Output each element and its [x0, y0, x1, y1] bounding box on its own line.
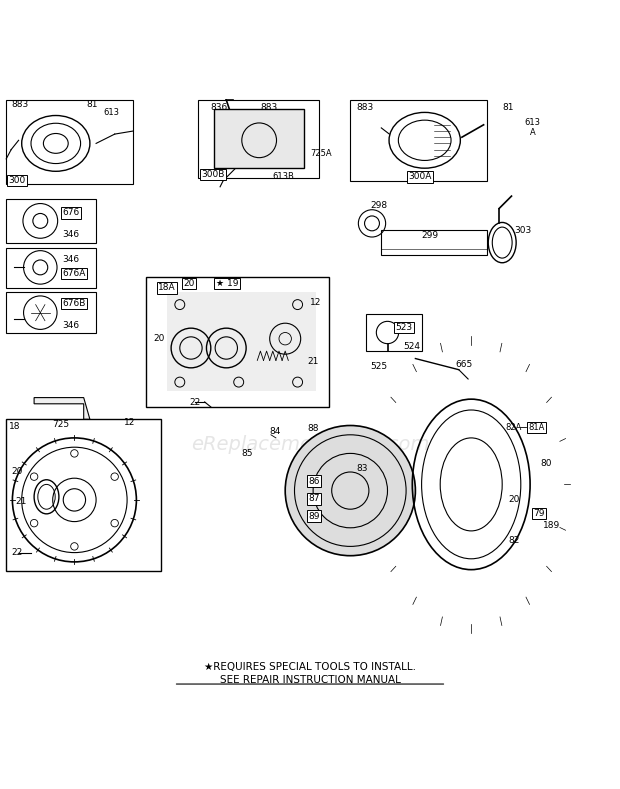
Bar — [198, 100, 319, 178]
Bar — [6, 292, 96, 332]
Bar — [350, 100, 487, 181]
Text: 883: 883 — [260, 103, 278, 112]
Text: 88: 88 — [307, 424, 319, 433]
Text: 81A: 81A — [528, 423, 544, 432]
Text: SEE REPAIR INSTRUCTION MANUAL: SEE REPAIR INSTRUCTION MANUAL — [219, 675, 401, 685]
Text: 20: 20 — [11, 468, 22, 477]
Text: 189: 189 — [542, 522, 560, 530]
Text: 22: 22 — [11, 548, 22, 557]
Text: 82A: 82A — [505, 423, 521, 432]
Text: 87: 87 — [308, 494, 320, 503]
Text: ★ 19: ★ 19 — [216, 279, 238, 288]
Bar — [146, 277, 329, 407]
Text: 20: 20 — [154, 335, 165, 343]
Text: 524: 524 — [403, 342, 420, 350]
Text: 85: 85 — [242, 449, 254, 458]
Text: 725A: 725A — [310, 149, 332, 159]
Text: 613: 613 — [524, 118, 540, 128]
Text: 300B: 300B — [202, 170, 225, 179]
Bar — [6, 199, 96, 242]
Text: 22: 22 — [189, 398, 200, 407]
Text: 12: 12 — [124, 418, 135, 427]
Text: 883: 883 — [11, 100, 29, 110]
Text: 300A: 300A — [408, 172, 432, 181]
Text: 20: 20 — [183, 279, 194, 288]
Text: 86: 86 — [308, 477, 320, 486]
Text: 665: 665 — [456, 361, 473, 369]
Text: eReplacementParts.com: eReplacementParts.com — [191, 435, 429, 454]
Text: 836: 836 — [211, 103, 228, 112]
Text: A: A — [530, 128, 536, 136]
Circle shape — [285, 425, 415, 555]
Text: 346: 346 — [62, 230, 79, 239]
Text: 725: 725 — [53, 420, 70, 428]
Text: 81: 81 — [87, 100, 99, 110]
Text: 80: 80 — [541, 459, 552, 469]
Text: 84: 84 — [270, 427, 281, 436]
Text: 83: 83 — [356, 465, 368, 473]
Text: 21: 21 — [16, 496, 27, 506]
Text: 525: 525 — [371, 362, 388, 371]
Polygon shape — [167, 292, 316, 391]
Text: 299: 299 — [422, 231, 439, 241]
Text: 89: 89 — [308, 511, 320, 521]
Text: ★REQUIRES SPECIAL TOOLS TO INSTALL.: ★REQUIRES SPECIAL TOOLS TO INSTALL. — [204, 662, 416, 672]
Text: 676A: 676A — [62, 269, 86, 278]
Bar — [6, 419, 161, 571]
Text: 883: 883 — [356, 103, 374, 112]
Bar — [6, 100, 133, 184]
Text: 20: 20 — [508, 495, 520, 504]
Text: 346: 346 — [62, 255, 79, 264]
Text: 676B: 676B — [62, 299, 86, 308]
Text: 81: 81 — [502, 103, 514, 112]
Text: 303: 303 — [515, 226, 532, 234]
Polygon shape — [34, 398, 90, 419]
Text: 523: 523 — [396, 323, 413, 332]
Text: 298: 298 — [371, 201, 388, 210]
Text: 613: 613 — [104, 108, 120, 117]
Bar — [6, 248, 96, 288]
Text: 300: 300 — [8, 176, 25, 185]
Bar — [366, 314, 422, 351]
Bar — [381, 230, 487, 255]
Text: 12: 12 — [310, 298, 321, 307]
Text: 79: 79 — [533, 509, 545, 518]
Text: 676: 676 — [62, 208, 79, 217]
Text: 18: 18 — [9, 422, 21, 432]
Bar — [214, 110, 304, 168]
Text: 21: 21 — [307, 357, 318, 366]
Text: 613B: 613B — [273, 172, 294, 181]
Text: 18A: 18A — [158, 283, 175, 293]
Text: 82: 82 — [508, 536, 520, 544]
Text: 346: 346 — [62, 320, 79, 330]
